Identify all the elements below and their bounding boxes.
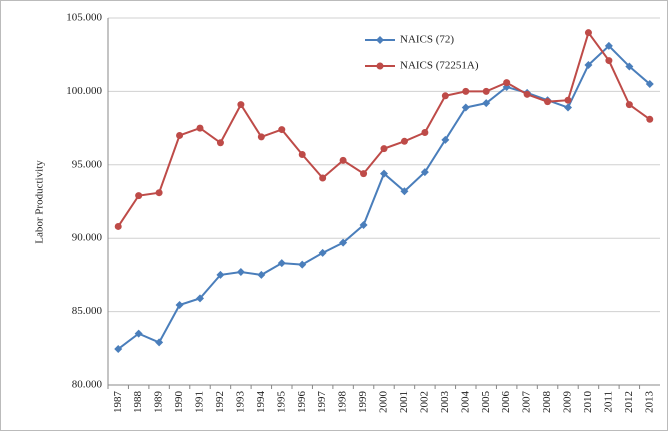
- marker: [421, 129, 429, 137]
- marker: [135, 192, 143, 200]
- marker: [441, 92, 449, 100]
- x-tick-label: 2005: [480, 391, 492, 414]
- x-tick-label: 1995: [275, 391, 287, 414]
- marker: [462, 87, 470, 95]
- legend-marker: [376, 62, 384, 70]
- x-tick-label: 1991: [194, 391, 206, 413]
- marker: [544, 98, 552, 106]
- x-tick-label: 2002: [418, 391, 430, 413]
- marker: [196, 294, 204, 303]
- marker: [645, 80, 654, 89]
- marker: [318, 248, 327, 257]
- x-tick-label: 1997: [316, 391, 328, 414]
- marker: [298, 260, 307, 269]
- y-tick-label: 95.000: [72, 158, 103, 170]
- x-tick-label: 1987: [112, 391, 124, 414]
- marker: [360, 170, 368, 178]
- legend-label: NAICS (72251A): [400, 60, 479, 72]
- marker: [114, 345, 123, 354]
- y-tick-label: 100.000: [66, 85, 102, 97]
- marker: [625, 62, 634, 71]
- marker: [298, 151, 306, 159]
- marker: [114, 222, 122, 230]
- marker: [236, 267, 245, 276]
- x-tick-label: 2011: [602, 391, 614, 413]
- marker: [155, 189, 163, 197]
- marker: [257, 133, 265, 141]
- marker: [604, 41, 613, 50]
- marker: [400, 187, 409, 196]
- marker: [461, 103, 470, 112]
- x-tick-label: 1996: [296, 391, 308, 414]
- x-tick-label: 1999: [357, 391, 369, 414]
- x-tick-label: 2013: [643, 391, 655, 414]
- legend-marker: [376, 36, 384, 44]
- marker: [277, 259, 286, 268]
- marker: [625, 101, 633, 109]
- x-tick-label: 2006: [500, 391, 512, 414]
- y-tick-label: 90.000: [72, 232, 103, 244]
- marker: [441, 135, 450, 144]
- x-tick-label: 1989: [153, 391, 165, 414]
- y-axis-label: Labor Productivity: [34, 160, 46, 244]
- marker: [196, 124, 204, 132]
- marker: [564, 103, 572, 112]
- x-tick-label: 1994: [255, 391, 267, 414]
- x-tick-label: 2001: [398, 391, 410, 413]
- marker: [584, 60, 593, 69]
- x-tick-label: 2012: [623, 391, 635, 413]
- marker: [339, 238, 348, 247]
- x-tick-label: 1998: [337, 391, 349, 414]
- x-tick-label: 2004: [459, 391, 471, 414]
- marker: [482, 99, 491, 108]
- marker: [503, 79, 511, 87]
- x-tick-label: 1990: [173, 391, 185, 414]
- marker: [319, 174, 327, 182]
- x-tick-label: 2007: [521, 391, 533, 414]
- marker: [420, 168, 429, 177]
- marker: [646, 115, 654, 123]
- marker: [155, 338, 164, 347]
- marker: [523, 90, 531, 98]
- marker: [176, 131, 184, 139]
- marker: [482, 87, 490, 95]
- marker: [134, 329, 143, 338]
- marker: [278, 126, 286, 134]
- marker: [380, 145, 388, 153]
- legend-label: NAICS (72): [400, 34, 454, 46]
- y-tick-label: 80.000: [72, 379, 103, 391]
- x-tick-label: 1988: [132, 391, 144, 414]
- y-tick-label: 105.000: [66, 12, 102, 24]
- x-tick-label: 1992: [214, 391, 226, 413]
- marker: [380, 169, 388, 178]
- x-tick-label: 2003: [439, 391, 451, 414]
- marker: [339, 156, 347, 164]
- marker: [216, 139, 224, 147]
- marker: [359, 220, 368, 229]
- marker: [175, 300, 184, 309]
- marker: [584, 29, 592, 37]
- marker: [216, 270, 225, 279]
- x-tick-label: 2009: [562, 391, 574, 414]
- x-tick-label: 2008: [541, 391, 553, 414]
- x-tick-label: 1993: [234, 391, 246, 414]
- marker: [237, 101, 245, 109]
- x-tick-label: 2000: [378, 391, 390, 414]
- marker: [605, 57, 613, 65]
- marker: [564, 96, 572, 104]
- x-tick-label: 2010: [582, 391, 594, 414]
- y-tick-label: 85.000: [72, 305, 103, 317]
- marker: [257, 270, 266, 279]
- marker: [400, 137, 408, 145]
